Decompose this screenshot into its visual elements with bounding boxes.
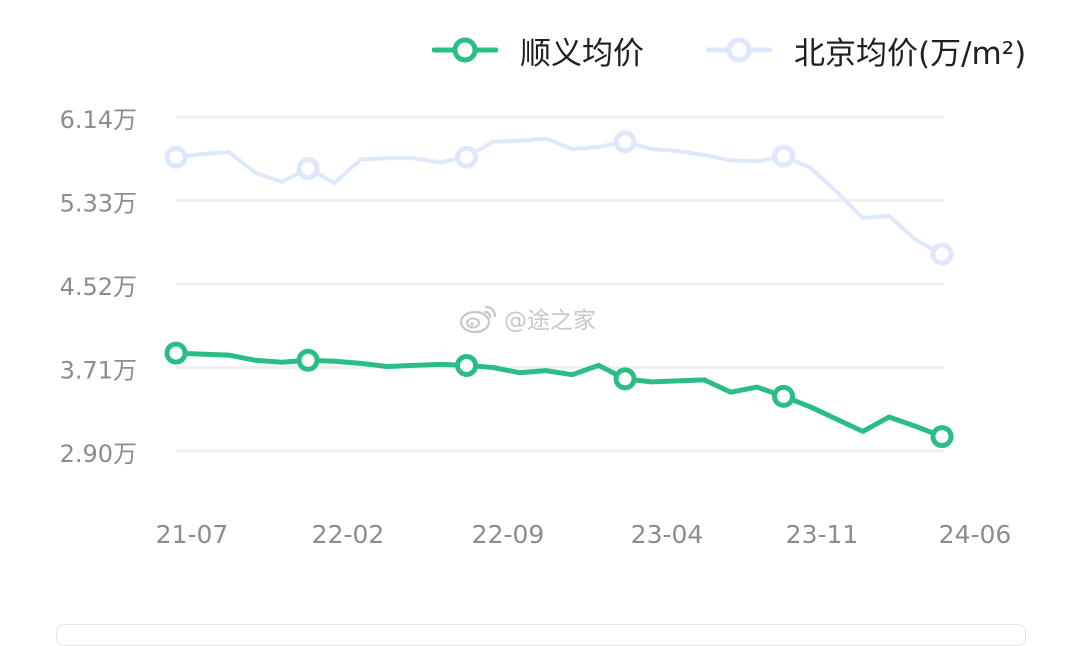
- line-chart: 6.14万 5.33万 4.52万 3.71万 2.90万 21-07 22-02 22-0…: [60, 106, 1012, 549]
- watermark-text: @途之家: [504, 308, 596, 334]
- series: [164, 130, 954, 449]
- y-tick-label: 3.71万: [60, 357, 137, 385]
- x-axis-ticks: 21-07 22-02 22-09 23-04 23-11 24-06: [156, 520, 1012, 549]
- bottom-card: [56, 624, 1026, 646]
- x-tick-label: 21-07: [156, 520, 229, 549]
- data-point-beijing[interactable]: [772, 144, 796, 168]
- data-point-shunyi[interactable]: [930, 425, 954, 449]
- y-tick-label: 5.33万: [60, 190, 137, 218]
- weibo-icon: [459, 305, 497, 334]
- y-tick-label: 6.14万: [60, 106, 137, 134]
- legend-label-beijing: 北京均价(万/m²): [794, 35, 1027, 72]
- data-point-shunyi[interactable]: [296, 348, 320, 372]
- x-tick-label: 22-09: [472, 520, 545, 549]
- x-tick-label: 24-06: [939, 520, 1012, 549]
- legend-item-shunyi[interactable]: 顺义均价: [432, 26, 644, 74]
- y-tick-label: 2.90万: [60, 440, 137, 468]
- data-point-beijing[interactable]: [613, 130, 637, 154]
- y-axis-ticks: 6.14万 5.33万 4.52万 3.71万 2.90万: [60, 106, 137, 468]
- data-point-shunyi[interactable]: [772, 384, 796, 408]
- legend-marker-beijing-icon: [706, 37, 772, 63]
- x-tick-label: 22-02: [312, 520, 385, 549]
- x-tick-label: 23-04: [631, 520, 704, 549]
- y-tick-label: 4.52万: [60, 273, 137, 301]
- series-line-beijing: [174, 136, 944, 257]
- x-tick-label: 23-11: [786, 520, 859, 549]
- data-point-shunyi[interactable]: [613, 367, 637, 391]
- series-line-shunyi: [173, 350, 945, 440]
- data-point-shunyi[interactable]: [164, 341, 188, 365]
- data-point-beijing[interactable]: [164, 145, 188, 169]
- data-point-beijing[interactable]: [455, 145, 479, 169]
- grid: [176, 115, 944, 453]
- data-point-shunyi[interactable]: [455, 353, 479, 377]
- data-point-beijing[interactable]: [296, 157, 320, 181]
- legend-label-shunyi: 顺义均价: [520, 35, 644, 72]
- legend-item-beijing[interactable]: 北京均价(万/m²): [706, 26, 1026, 74]
- watermark: @途之家: [458, 300, 596, 336]
- data-point-beijing[interactable]: [930, 242, 954, 266]
- legend-marker-shunyi-icon: [432, 37, 498, 63]
